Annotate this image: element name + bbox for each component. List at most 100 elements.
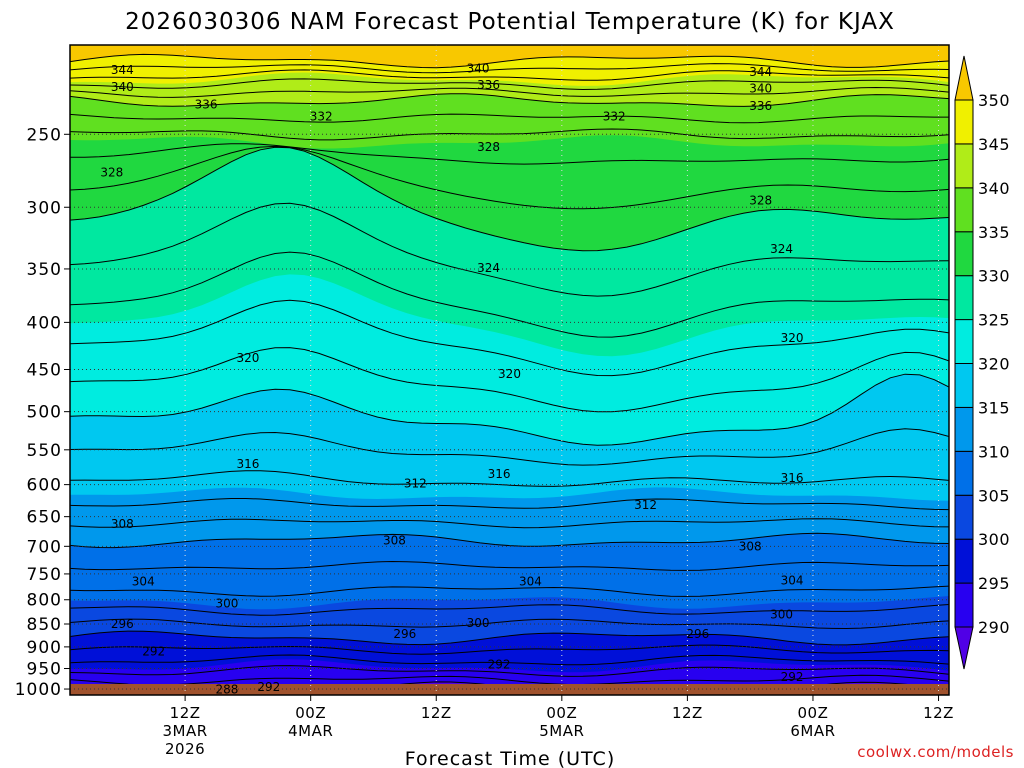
y-tick-label: 850 — [27, 615, 62, 635]
y-tick-label: 650 — [27, 508, 62, 528]
contour-342 — [70, 86, 949, 98]
contour-label: 296 — [111, 617, 134, 631]
contour-label: 320 — [236, 351, 259, 365]
y-tick-label: 600 — [27, 476, 62, 496]
band-above-350 — [70, 45, 949, 68]
contour-302 — [70, 618, 949, 630]
colorbar-segment — [954, 99, 974, 145]
contour-310 — [70, 532, 949, 549]
contour-label: 336 — [195, 97, 218, 111]
colorbar-extend-high — [954, 55, 974, 101]
contour-322 — [70, 347, 949, 413]
y-tick-label: 500 — [27, 403, 62, 423]
contour-label: 308 — [739, 539, 762, 553]
y-tick-label: 800 — [27, 591, 62, 611]
contour-label: 292 — [488, 657, 511, 671]
contour-label: 312 — [404, 476, 427, 490]
contour-336 — [70, 128, 949, 141]
x-tick-label: 00Z — [295, 704, 326, 722]
contour-300 — [70, 630, 949, 646]
contour-330 — [70, 146, 949, 252]
contour-label: 328 — [749, 194, 772, 208]
colorbar-segment — [954, 319, 974, 365]
colorbar-segment — [954, 363, 974, 408]
contour-label: 344 — [111, 63, 134, 77]
contour-label: 340 — [749, 82, 772, 96]
contour-label: 304 — [519, 574, 542, 588]
x-tick-label: 00Z — [798, 704, 829, 722]
contour-332 — [70, 145, 949, 210]
contour-label: 292 — [257, 680, 280, 694]
colorbar-segment — [954, 494, 974, 540]
y-tick-label: 350 — [27, 260, 62, 280]
y-tick-label: 700 — [27, 537, 62, 557]
contour-label: 304 — [781, 573, 804, 587]
colorbar-label: 305 — [978, 486, 1010, 505]
colorbar-label: 310 — [978, 442, 1010, 461]
x-axis-label: Forecast Time (UTC) — [405, 748, 615, 768]
colorbar-label: 320 — [978, 355, 1010, 374]
plot-area: 344 340 336 340 336 332 332 344 340 336 328 328 328 3… — [70, 45, 949, 695]
colorbar-segment — [954, 406, 974, 452]
contour-316 — [70, 470, 949, 487]
contour-308 — [70, 560, 949, 571]
contour-label: 292 — [781, 670, 804, 684]
x-tick-label: 12Z — [421, 704, 452, 722]
contour-338 — [70, 113, 949, 124]
contour-324 — [70, 299, 949, 377]
contour-label: 292 — [142, 644, 165, 658]
x-tick-label: 00Z — [546, 704, 577, 722]
x-tick-label: 12Z — [672, 704, 703, 722]
contour-label: 320 — [781, 331, 804, 345]
ground-surface — [70, 684, 949, 695]
colorbar-label: 315 — [978, 398, 1010, 417]
colorbar-segment — [954, 275, 974, 321]
contour-label: 296 — [686, 627, 709, 641]
x-tick-label: 12Z — [170, 704, 201, 722]
x-tick-label: 4MAR — [288, 722, 333, 740]
colorbar-label: 335 — [978, 223, 1010, 242]
contour-350 — [70, 53, 949, 69]
contour-label: 332 — [603, 109, 626, 123]
contour-label: 324 — [770, 242, 793, 256]
colorbar-extend-low — [954, 626, 974, 670]
x-tick-label: 2026 — [165, 740, 205, 758]
y-tick-label: 950 — [27, 660, 62, 680]
y-tick-label: 400 — [27, 313, 62, 333]
contour-label: 340 — [111, 80, 134, 94]
y-tick-label: 550 — [27, 441, 62, 461]
contour-label: 328 — [477, 140, 500, 154]
contour-label: 316 — [236, 457, 259, 471]
colorbar-label: 295 — [978, 574, 1010, 593]
contour-label: 328 — [100, 165, 123, 179]
contour-label: 308 — [383, 534, 406, 548]
colorbar-segment — [954, 187, 974, 233]
y-tick-label: 450 — [27, 361, 62, 381]
chart-title: 2026030306 NAM Forecast Potential Temper… — [125, 9, 895, 35]
colorbar-segment — [954, 231, 974, 277]
contour-348 — [70, 63, 949, 74]
contour-label: 320 — [498, 367, 521, 381]
colorbar-label: 325 — [978, 311, 1010, 330]
contour-label: 300 — [216, 597, 239, 611]
colorbar-label: 330 — [978, 267, 1010, 286]
colorbar-label: 300 — [978, 530, 1010, 549]
contour-label: 300 — [770, 607, 793, 621]
contour-292 — [70, 674, 949, 686]
contour-296 — [70, 654, 949, 666]
y-tick-label: 750 — [27, 565, 62, 585]
contour-label: 304 — [132, 574, 155, 588]
colorbar-segment — [954, 538, 974, 584]
colorbar: 290 295 300 305 310 315 320 325 330 335 340 345 350 — [954, 55, 1010, 670]
contour-334 — [70, 143, 949, 165]
contour-314 — [70, 498, 949, 511]
contour-312 — [70, 518, 949, 529]
contour-label: 312 — [634, 498, 657, 512]
contour-340 — [70, 93, 949, 107]
y-tick-label: 250 — [27, 125, 62, 145]
contour-label: 316 — [781, 471, 804, 485]
x-tick-label: 3MAR — [163, 722, 208, 740]
x-tick-label: 12Z — [923, 704, 954, 722]
